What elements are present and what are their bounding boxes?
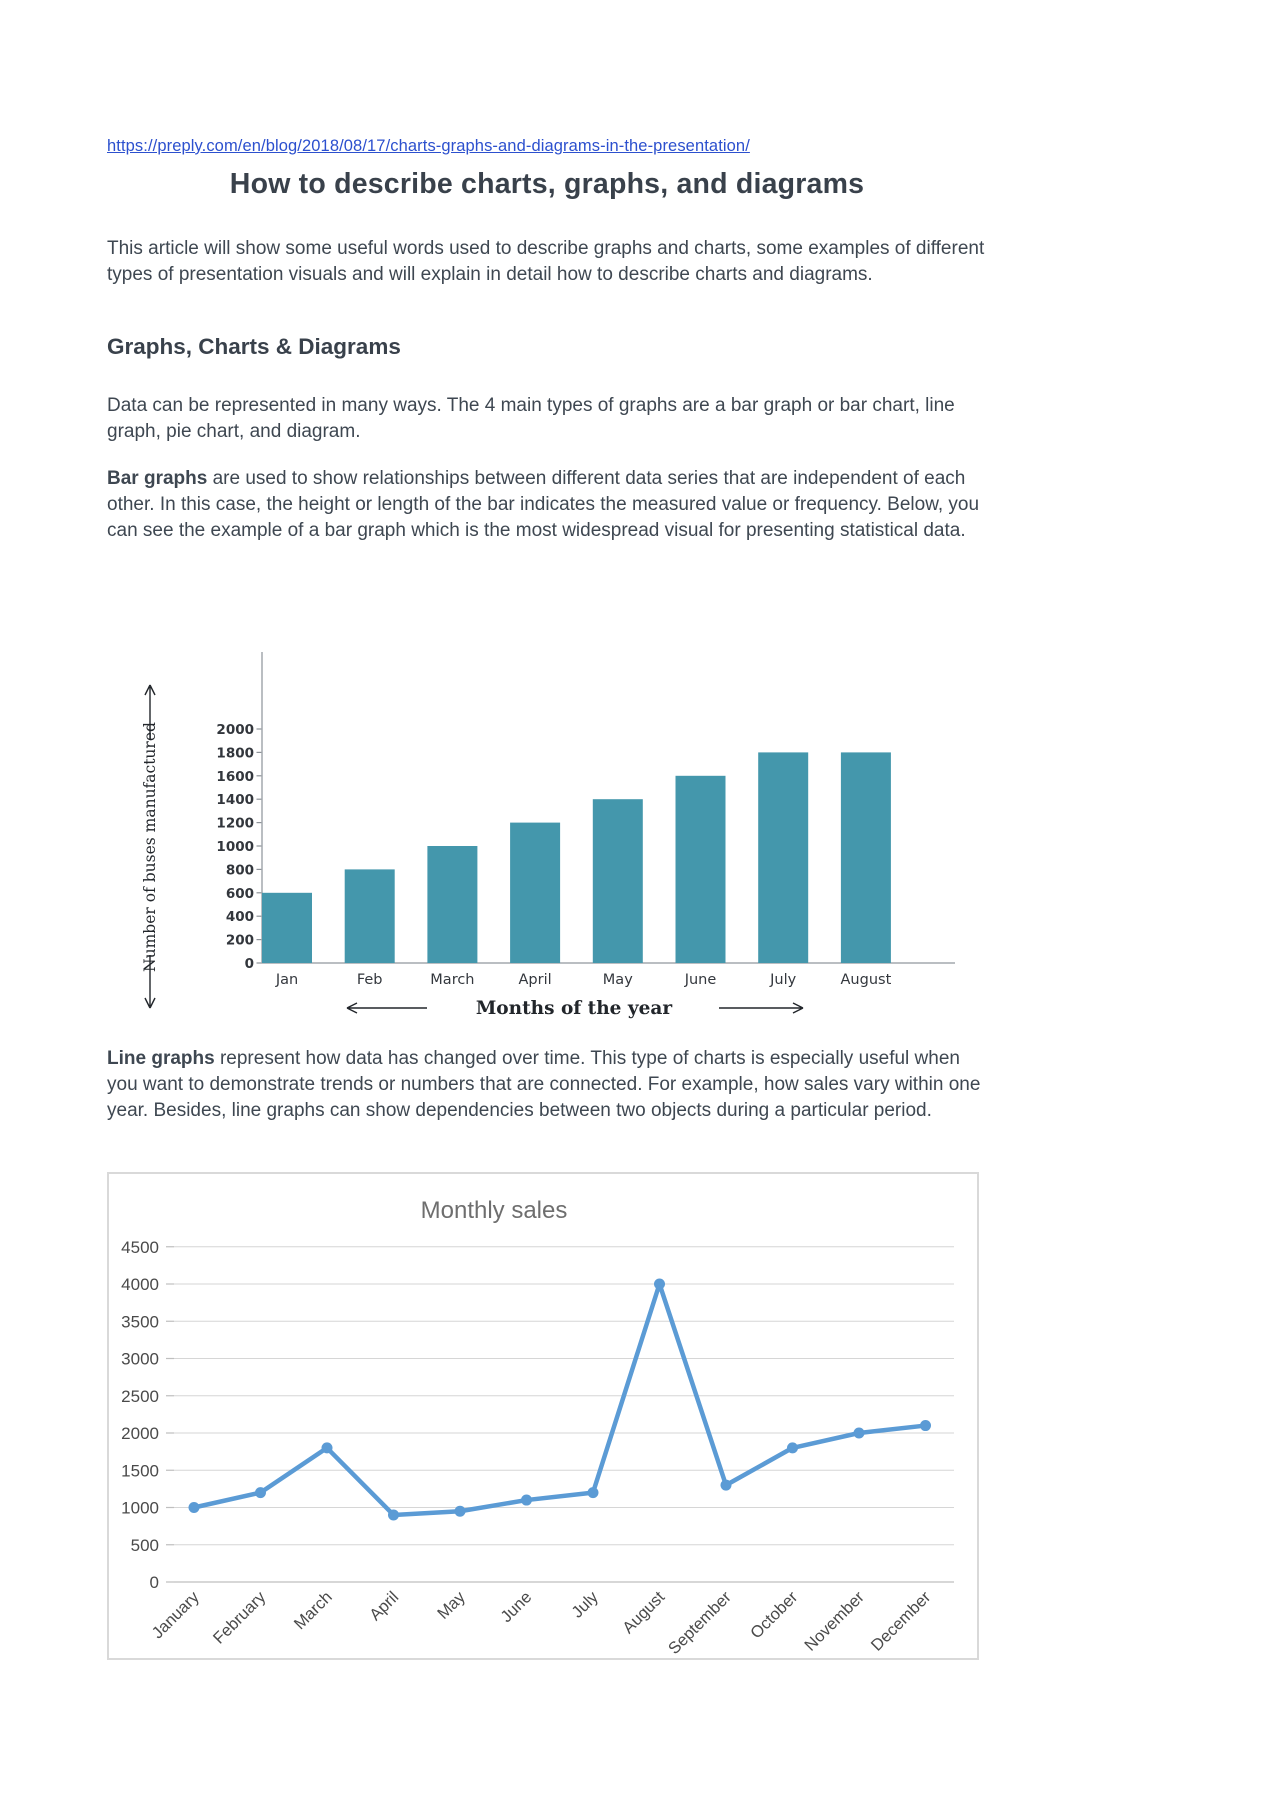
- line-graphs-lead: Line graphs: [107, 1048, 215, 1069]
- bar-Jan: [262, 892, 312, 963]
- bar-graphs-paragraph: Bar graphs are used to show relationship…: [107, 466, 991, 544]
- bar-May: [592, 799, 643, 963]
- line-x-tick-label: November: [801, 1588, 868, 1655]
- line-chart: Monthly sales 0 500 1000 1500 2000 2500 3000 350…: [121, 1197, 954, 1658]
- svg-text:600: 600: [226, 886, 254, 902]
- data-point-March: [321, 1442, 333, 1454]
- line-chart-grid: 0 500 1000 1500 2000 2500 3000 3500 4000 4500: [121, 1238, 954, 1592]
- bar-x-tick-label: July: [769, 972, 796, 988]
- bar-x-tick-label: Jan: [275, 972, 298, 988]
- line-y-tick-label: 1000: [121, 1499, 159, 1518]
- line-x-tick-label: July: [568, 1588, 602, 1622]
- line-series: [191, 1281, 928, 1518]
- line-y-tick-label: 4000: [121, 1275, 159, 1294]
- svg-text:200: 200: [226, 933, 254, 949]
- bar-graphs-text: are used to show relationships between d…: [107, 468, 980, 541]
- line-x-tick-label: September: [665, 1588, 735, 1658]
- line-y-tick-label: 0: [150, 1573, 159, 1592]
- bar-chart: 0 200 400 600 800 1000 1200 1400 1600 1800 2000 Jan…: [141, 652, 955, 1019]
- up-arrow-icon: [144, 684, 156, 740]
- section-heading: Graphs, Charts & Diagrams: [107, 334, 401, 359]
- line-x-tick-label: June: [497, 1588, 535, 1626]
- svg-text:1800: 1800: [216, 745, 254, 761]
- data-point-February: [255, 1487, 266, 1499]
- bar-August: [840, 752, 891, 963]
- page-title: How to describe charts, graphs, and diag…: [229, 168, 865, 200]
- line-y-tick-label: 4500: [121, 1238, 159, 1257]
- line-x-tick-label: October: [747, 1588, 802, 1643]
- data-point-November: [853, 1427, 865, 1439]
- line-x-tick-label: May: [434, 1588, 469, 1623]
- bar-Feb: [344, 869, 395, 963]
- svg-text:400: 400: [226, 909, 254, 925]
- down-arrow-icon: [144, 955, 156, 1009]
- svg-text:1400: 1400: [216, 792, 254, 808]
- line-y-tick-label: 3500: [121, 1312, 159, 1331]
- data-point-July: [587, 1487, 599, 1499]
- line-x-tick-label: August: [619, 1588, 668, 1637]
- data-point-January: [188, 1502, 200, 1513]
- data-point-June: [521, 1494, 532, 1506]
- bar-x-tick-label: April: [519, 972, 552, 988]
- data-point-December: [920, 1420, 931, 1432]
- bar-x-tick-label: May: [603, 972, 633, 988]
- bar-series: Jan Feb March April May June July August: [262, 752, 892, 988]
- line-y-tick-label: 3000: [121, 1350, 159, 1369]
- data-point-August: [654, 1278, 665, 1290]
- line-y-tick-label: 2500: [121, 1387, 159, 1406]
- line-x-tick-label: February: [210, 1588, 270, 1648]
- line-y-tick-label: 2000: [121, 1424, 159, 1443]
- data-point-October: [787, 1442, 798, 1454]
- svg-text:1000: 1000: [216, 839, 254, 855]
- svg-text:Months of the year: Months of the year: [476, 998, 673, 1019]
- line-graphs-paragraph: Line graphs represent how data has chang…: [107, 1046, 991, 1124]
- article-url-link[interactable]: https://preply.com/en/blog/2018/08/17/ch…: [107, 137, 750, 155]
- bar-x-tick-label: August: [841, 972, 892, 988]
- svg-text:800: 800: [226, 862, 254, 878]
- svg-text:1600: 1600: [216, 769, 254, 785]
- line-chart-x-labels: January February March April May June July Augu…: [149, 1588, 935, 1658]
- line-x-tick-label: January: [149, 1588, 204, 1643]
- line-series-points: [188, 1278, 931, 1521]
- line-y-tick-label: 500: [131, 1536, 159, 1555]
- svg-text:1200: 1200: [216, 816, 254, 832]
- bar-April: [510, 822, 561, 963]
- bar-chart-x-axis-title: Months of the year: [346, 998, 804, 1019]
- intro-paragraph: This article will show some useful words…: [107, 238, 985, 285]
- line-x-tick-label: December: [868, 1588, 935, 1655]
- svg-text:2000: 2000: [216, 722, 254, 738]
- svg-text:0: 0: [245, 956, 254, 972]
- line-chart-title: Monthly sales: [421, 1197, 568, 1224]
- left-arrow-icon: [346, 1002, 427, 1014]
- data-point-April: [388, 1509, 399, 1521]
- bar-graphs-lead: Bar graphs: [107, 468, 208, 489]
- line-x-tick-label: April: [366, 1588, 402, 1624]
- bar-June: [675, 775, 726, 963]
- bar-x-tick-label: June: [684, 972, 717, 988]
- data-point-May: [454, 1505, 466, 1517]
- bar-chart-y-axis-title: Number of buses manufactured: [141, 684, 159, 1009]
- line-x-tick-label: March: [291, 1588, 336, 1633]
- bar-chart-y-axis-labels: 0 200 400 600 800 1000 1200 1400 1600 1800 2000: [216, 722, 262, 972]
- bar-x-tick-label: Feb: [357, 972, 383, 988]
- bar-March: [427, 846, 478, 963]
- bar-x-tick-label: March: [430, 972, 474, 988]
- bar-July: [758, 752, 809, 963]
- graph-types-paragraph: Data can be represented in many ways. Th…: [107, 395, 955, 442]
- svg-text:Number of buses manufactured: Number of buses manufactured: [141, 722, 159, 972]
- line-graphs-text: represent how data has changed over time…: [107, 1048, 981, 1121]
- data-point-September: [720, 1479, 732, 1491]
- line-y-tick-label: 1500: [121, 1461, 159, 1480]
- line-chart-frame: Monthly sales 0 500 1000 1500 2000 2500 3000 350…: [107, 1172, 979, 1660]
- right-arrow-icon: [719, 1002, 804, 1014]
